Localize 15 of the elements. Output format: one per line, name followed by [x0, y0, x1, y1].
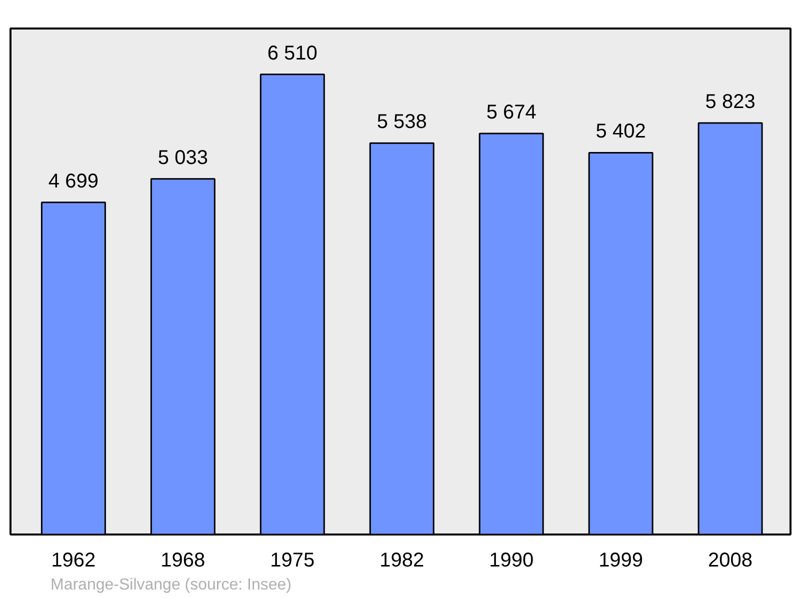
- x-tick-label: 1990: [489, 550, 534, 572]
- text: Marange-Silvange (source: Insee): [50, 576, 292, 594]
- data-label: 4 699: [48, 170, 98, 192]
- x-tick-label: 1999: [598, 550, 644, 572]
- data-label: 5 033: [158, 146, 208, 169]
- data-label: 6 510: [267, 42, 318, 64]
- data-label: 5 823: [705, 90, 756, 113]
- x-tick-label: 1968: [160, 550, 206, 572]
- x-tick-label: 2008: [708, 550, 753, 572]
- x-tick-label: 1982: [380, 550, 424, 572]
- data-label: 5 402: [596, 120, 646, 143]
- x-tick-label: 1962: [51, 550, 96, 572]
- data-label: 5 538: [376, 111, 427, 134]
- x-tick-label: 1975: [270, 550, 315, 572]
- data-label: 5 674: [486, 102, 536, 124]
